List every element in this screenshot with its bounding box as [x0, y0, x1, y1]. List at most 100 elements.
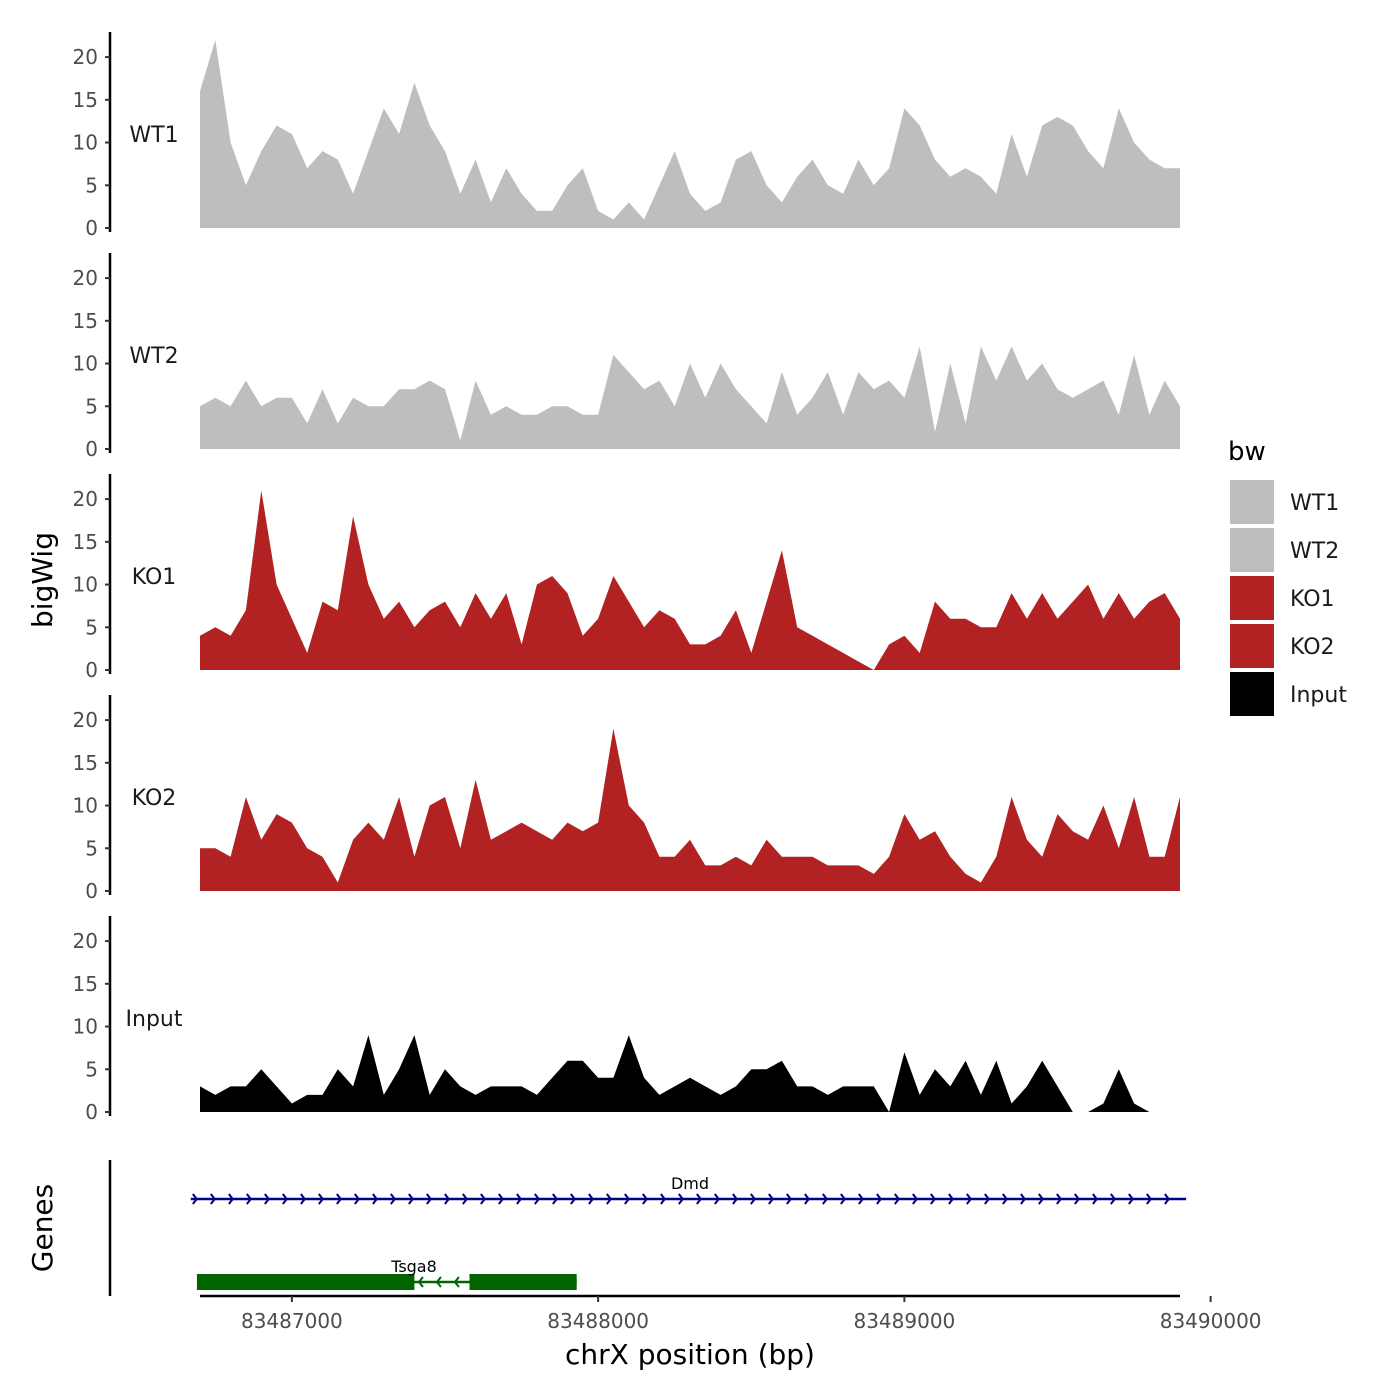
strand-arrow	[1020, 1193, 1027, 1205]
strand-arrow	[912, 1193, 919, 1205]
legend-title: bw	[1228, 437, 1266, 467]
y-tick-label: 0	[85, 437, 98, 461]
track-input: 0 5 10 15 20 Input	[73, 916, 1180, 1124]
legend-label: KO1	[1290, 587, 1335, 612]
legend-swatch	[1230, 528, 1274, 572]
y-tick-label: 15	[73, 88, 98, 112]
signal-area-wt2	[200, 346, 1180, 449]
strand-arrow	[228, 1193, 235, 1205]
x-axis: 83487000 83488000 83489000 83490000	[200, 1294, 1262, 1333]
strand-arrow	[1002, 1193, 1009, 1205]
legend-label: WT2	[1290, 539, 1339, 564]
track-label: Input	[126, 1007, 183, 1032]
signal-tracks: 0 5 10 15 20 WT1 0 5 10 15 20 WT2 0 5 10 15 20 KO1 0 5 10 15 2…	[73, 32, 1180, 1124]
strand-arrow	[210, 1193, 217, 1205]
y-tick-label: 15	[73, 751, 98, 775]
x-tick-label: 83488000	[547, 1309, 649, 1333]
strand-arrow	[1056, 1193, 1063, 1205]
strand-arrow	[300, 1193, 307, 1205]
y-tick-label: 5	[85, 394, 98, 418]
exon-block	[196, 1274, 415, 1290]
y-tick-label: 5	[85, 1057, 98, 1081]
gene-dmd: Dmd	[190, 1174, 1187, 1205]
strand-arrow	[444, 1193, 451, 1205]
strand-arrow	[426, 1193, 433, 1205]
exon-block	[469, 1274, 577, 1290]
strand-arrow	[1128, 1193, 1135, 1205]
gene-tsga8: Tsga8	[196, 1257, 577, 1290]
track-label: KO1	[132, 565, 177, 590]
x-tick-label: 83487000	[241, 1309, 343, 1333]
legend-label: Input	[1290, 683, 1347, 708]
strand-arrow	[318, 1193, 325, 1205]
genes-axis-title: Genes	[26, 1184, 59, 1272]
strand-arrow	[552, 1193, 559, 1205]
y-tick-label: 15	[73, 972, 98, 996]
y-tick-label: 20	[73, 708, 98, 732]
strand-arrow	[498, 1193, 505, 1205]
y-tick-label: 20	[73, 266, 98, 290]
strand-arrow	[435, 1276, 442, 1288]
legend-item-ko1: KO1	[1230, 576, 1335, 620]
strand-arrow	[1038, 1193, 1045, 1205]
strand-arrow	[354, 1193, 361, 1205]
strand-arrow	[660, 1193, 667, 1205]
strand-arrow	[408, 1193, 415, 1205]
strand-arrow	[876, 1193, 883, 1205]
strand-arrow	[516, 1193, 523, 1205]
legend-swatch	[1230, 672, 1274, 716]
strand-arrow	[606, 1193, 613, 1205]
strand-arrow	[462, 1193, 469, 1205]
signal-area-ko1	[200, 490, 1180, 670]
gene-name-label: Dmd	[671, 1174, 709, 1193]
track-label: WT1	[129, 123, 178, 148]
strand-arrow	[1074, 1193, 1081, 1205]
strand-arrow	[390, 1193, 397, 1205]
strand-arrow	[786, 1193, 793, 1205]
strand-arrow	[984, 1193, 991, 1205]
strand-arrow	[372, 1193, 379, 1205]
strand-arrow	[453, 1276, 460, 1288]
y-tick-label: 0	[85, 1100, 98, 1124]
legend-swatch	[1230, 576, 1274, 620]
strand-arrow	[1164, 1193, 1171, 1205]
y-tick-label: 15	[73, 309, 98, 333]
y-tick-label: 0	[85, 658, 98, 682]
x-tick-label: 83489000	[853, 1309, 955, 1333]
strand-arrow	[858, 1193, 865, 1205]
strand-arrow	[417, 1276, 424, 1288]
strand-arrow	[1110, 1193, 1117, 1205]
y-axis-title: bigWig	[26, 532, 59, 628]
y-tick-label: 5	[85, 615, 98, 639]
strand-arrow	[192, 1193, 199, 1205]
strand-arrow	[804, 1193, 811, 1205]
strand-arrow	[930, 1193, 937, 1205]
legend-label: WT1	[1290, 491, 1339, 516]
y-tick-label: 20	[73, 929, 98, 953]
legend-item-ko2: KO2	[1230, 624, 1335, 668]
strand-arrow	[768, 1193, 775, 1205]
y-tick-label: 5	[85, 836, 98, 860]
y-tick-label: 10	[73, 573, 98, 597]
signal-area-input	[200, 1035, 1180, 1112]
track-wt2: 0 5 10 15 20 WT2	[73, 253, 1180, 461]
legend-item-wt1: WT1	[1230, 480, 1339, 524]
legend-swatch	[1230, 624, 1274, 668]
y-tick-label: 5	[85, 173, 98, 197]
strand-arrow	[696, 1193, 703, 1205]
x-tick-label: 83490000	[1160, 1309, 1262, 1333]
strand-arrow	[336, 1193, 343, 1205]
strand-arrow	[822, 1193, 829, 1205]
track-label: KO2	[132, 786, 177, 811]
legend: bw WT1 WT2 KO1 KO2 Input	[1228, 437, 1347, 716]
y-tick-label: 10	[73, 794, 98, 818]
signal-area-ko2	[200, 728, 1180, 891]
strand-arrow	[624, 1193, 631, 1205]
strand-arrow	[480, 1193, 487, 1205]
y-tick-label: 10	[73, 131, 98, 155]
legend-label: KO2	[1290, 635, 1335, 660]
y-tick-label: 10	[73, 1015, 98, 1039]
y-tick-label: 20	[73, 487, 98, 511]
strand-arrow	[840, 1193, 847, 1205]
strand-arrow	[966, 1193, 973, 1205]
